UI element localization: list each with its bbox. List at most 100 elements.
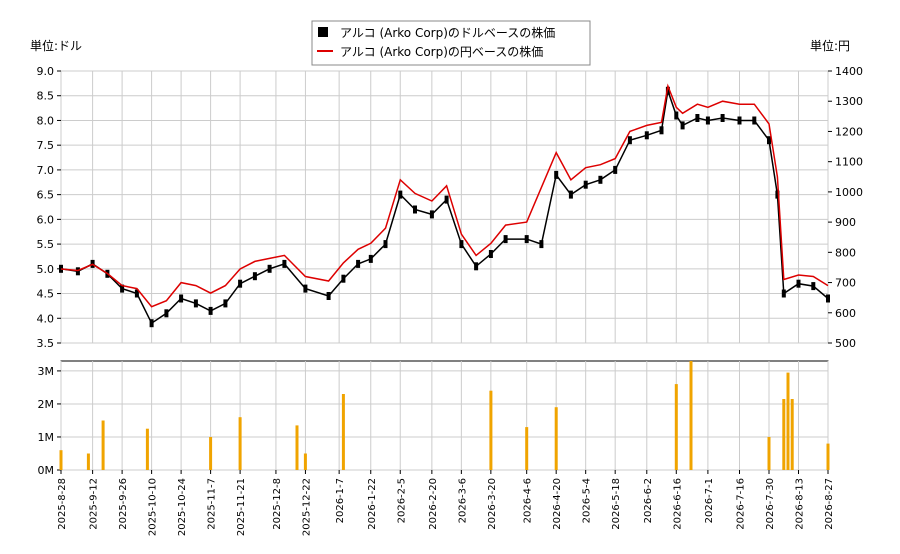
volume-bar xyxy=(674,384,678,470)
x-tick-label: 2026-6-16 xyxy=(672,478,683,530)
price-panel: 3.5 4.0 4.5 5.0 5.5 6.0 6.5 7.0 7.5 8.0 8.5 9.0 500 6… xyxy=(37,65,864,350)
usd-candle xyxy=(164,309,169,318)
usd-candle xyxy=(680,121,685,130)
right-y-tick-label: 900 xyxy=(835,216,856,229)
right-y-tick-label: 1400 xyxy=(835,65,863,78)
x-tick-label: 2025-8-28 xyxy=(57,478,68,530)
usd-candle xyxy=(368,254,373,263)
x-tick-label: 2026-1-7 xyxy=(335,478,346,523)
volume-bar xyxy=(786,372,790,470)
usd-candle xyxy=(75,267,80,276)
usd-candle xyxy=(554,170,559,179)
volume-bar xyxy=(826,443,830,470)
x-tick-label: 2025-11-21 xyxy=(236,478,247,536)
right-y-tick-label: 600 xyxy=(835,307,856,320)
usd-candle xyxy=(179,294,184,303)
x-tick-label: 2026-4-20 xyxy=(552,478,563,530)
volume-y-tick-label: 0M xyxy=(38,464,55,477)
usd-candle xyxy=(223,299,228,308)
usd-candle xyxy=(413,205,417,214)
left-y-tick-label: 7.0 xyxy=(37,164,55,177)
usd-candle xyxy=(539,240,544,249)
x-tick-label: 2025-11-7 xyxy=(207,478,218,530)
x-tick-label: 2025-9-26 xyxy=(118,478,129,530)
x-axis: 2025-8-28 2025-9-12 2025-9-26 2025-10-10 202… xyxy=(57,470,835,536)
left-y-tick-label: 3.5 xyxy=(37,337,55,350)
usd-candle xyxy=(488,250,493,258)
volume-bar xyxy=(525,427,529,470)
usd-candle xyxy=(665,86,670,95)
legend-label-usd: アルコ (Arko Corp)のドルベースの株価 xyxy=(340,25,555,40)
usd-candle xyxy=(398,190,403,199)
volume-bar xyxy=(303,453,307,470)
usd-candle xyxy=(524,235,529,244)
usd-candle xyxy=(705,116,710,125)
right-y-tick-label: 1100 xyxy=(835,156,863,169)
x-tick-label: 2025-10-10 xyxy=(148,478,159,536)
right-unit-label: 単位:円 xyxy=(810,38,850,53)
usd-candle xyxy=(796,279,801,288)
usd-candle xyxy=(252,272,257,281)
usd-candle xyxy=(781,289,786,298)
usd-candle xyxy=(811,282,816,291)
volume-bar xyxy=(101,420,105,470)
usd-candle xyxy=(282,259,287,268)
volume-bar xyxy=(782,399,786,470)
usd-candle xyxy=(303,284,308,293)
legend-label-jpy: アルコ (Arko Corp)の円ベースの株価 xyxy=(340,44,543,59)
volume-y-tick-label: 1M xyxy=(38,431,55,444)
x-tick-label: 2026-4-6 xyxy=(523,478,534,523)
usd-candle xyxy=(598,175,603,184)
x-tick-label: 2026-8-27 xyxy=(824,478,835,530)
usd-candle xyxy=(627,136,632,145)
volume-panel: 0M 1M 2M 3M xyxy=(38,360,830,477)
right-y-tick-label: 1000 xyxy=(835,186,863,199)
x-tick-label: 2026-3-20 xyxy=(487,478,498,530)
usd-candle xyxy=(737,116,742,125)
left-y-tick-label: 8.5 xyxy=(37,90,55,103)
volume-bar xyxy=(59,450,63,470)
x-tick-label: 2025-12-22 xyxy=(301,478,312,536)
usd-candle xyxy=(120,284,125,293)
volume-plot-frame xyxy=(60,360,829,471)
volume-bar xyxy=(86,453,90,470)
x-tick-label: 2026-1-22 xyxy=(367,478,378,530)
usd-candle xyxy=(659,126,664,135)
usd-candle xyxy=(444,195,449,204)
right-y-tick-label: 500 xyxy=(835,337,856,350)
usd-candle xyxy=(326,292,331,300)
left-y-tick-label: 5.0 xyxy=(37,263,55,276)
jpy-price-line xyxy=(60,83,829,308)
x-tick-label: 2025-10-24 xyxy=(177,478,188,536)
usd-candle xyxy=(503,235,508,244)
usd-candle xyxy=(341,274,346,283)
left-y-tick-label: 4.0 xyxy=(37,312,55,325)
usd-candle xyxy=(356,259,361,268)
volume-bar xyxy=(790,399,794,470)
usd-candle xyxy=(583,180,588,189)
usd-candle xyxy=(775,190,780,199)
x-tick-label: 2026-2-5 xyxy=(396,478,407,523)
volume-bar xyxy=(145,428,149,470)
left-y-tick-label: 7.5 xyxy=(37,139,55,152)
usd-candle xyxy=(474,262,479,271)
volume-bar xyxy=(767,437,771,470)
price-plot-frame xyxy=(60,70,829,344)
volume-bar xyxy=(554,407,558,470)
usd-candle xyxy=(459,240,464,249)
volume-bar xyxy=(295,425,299,470)
left-y-tick-label: 8.0 xyxy=(37,114,55,127)
volume-bar xyxy=(489,390,493,470)
usd-candle xyxy=(429,210,434,219)
x-tick-label: 2026-3-6 xyxy=(457,478,468,523)
left-y-tick-label: 4.5 xyxy=(37,288,55,301)
x-tick-label: 2026-7-16 xyxy=(736,478,747,530)
usd-candle xyxy=(208,306,213,315)
x-tick-label: 2026-2-20 xyxy=(428,478,439,530)
x-tick-label: 2026-5-18 xyxy=(611,478,622,530)
usd-candle xyxy=(826,294,830,303)
x-tick-label: 2026-5-4 xyxy=(582,478,593,523)
x-tick-label: 2025-12-8 xyxy=(272,478,283,530)
